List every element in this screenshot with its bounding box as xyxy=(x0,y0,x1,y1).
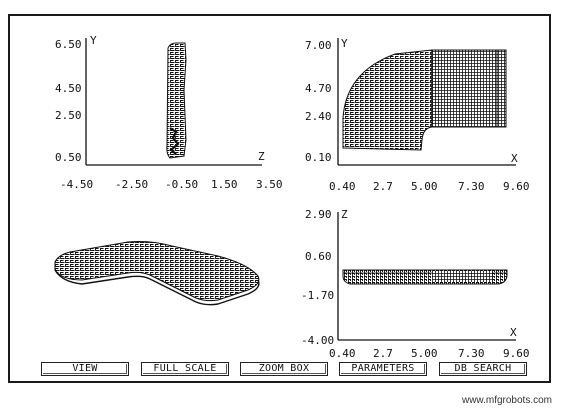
xz-z-tick-label: -4.00 xyxy=(301,334,334,347)
xz-x-tick-label: 7.30 xyxy=(458,347,485,360)
xz-x-tick-label: 5.00 xyxy=(411,347,438,360)
view-button-label: VIEW xyxy=(72,363,98,374)
xz-z-tick-label: -1.70 xyxy=(301,289,334,302)
db-search-button[interactable]: DB SEARCH xyxy=(439,362,527,376)
parameters-button-label: PARAMETERS xyxy=(351,363,415,374)
xz-x-tick-label: 2.7 xyxy=(373,347,393,360)
db-search-button-label: DB SEARCH xyxy=(454,363,512,374)
xy-y-tick-label: 2.40 xyxy=(305,110,332,123)
iso-mesh-top xyxy=(54,241,260,302)
yz-z-tick-label: -0.50 xyxy=(165,178,198,191)
full-scale-button[interactable]: FULL SCALE xyxy=(141,362,229,376)
parameters-button[interactable]: PARAMETERS xyxy=(339,362,427,376)
yz-z-tick-label: 1.50 xyxy=(211,178,238,191)
xy-y-tick-label: 7.00 xyxy=(305,39,332,52)
yz-z-tick-label: 3.50 xyxy=(256,178,283,191)
yz-z-tick-label: -4.50 xyxy=(60,178,93,191)
xz-z-axis-label: Z xyxy=(341,208,348,221)
yz-z-axis-label: Z xyxy=(258,150,265,163)
db-search-button-face xyxy=(441,364,525,374)
full-scale-button-label: FULL SCALE xyxy=(153,363,217,374)
xz-x-tick-label: 9.60 xyxy=(503,347,530,360)
xy-y-axis-label: Y xyxy=(341,37,348,50)
xy-x-axis-label: X xyxy=(511,152,518,165)
yz-z-tick-label: -2.50 xyxy=(115,178,148,191)
parameters-button-face xyxy=(341,364,425,374)
yz-y-tick-label: 4.50 xyxy=(55,82,82,95)
zoom-box-button-face xyxy=(242,364,326,374)
yz-plot: Y Z 6.50 4.50 2.50 0.50 -4.50 -2.50 -0.5… xyxy=(55,34,283,191)
xz-x-axis-label: X xyxy=(510,326,517,339)
full-scale-button-face xyxy=(143,364,227,374)
xy-y-tick-label: 4.70 xyxy=(305,82,332,95)
yz-y-tick-label: 0.50 xyxy=(55,151,82,164)
isometric-view xyxy=(54,241,260,306)
xz-z-tick-label: 0.60 xyxy=(305,250,332,263)
xz-plot: Z X 2.90 0.60 -1.70 -4.00 0.40 2.7 5.00 … xyxy=(301,208,530,360)
xy-y-tick-label: 0.10 xyxy=(305,151,332,164)
xy-x-tick-label: 7.30 xyxy=(458,180,485,193)
xy-x-tick-label: 0.40 xyxy=(329,180,356,193)
yz-y-tick-label: 2.50 xyxy=(55,109,82,122)
zoom-box-button[interactable]: ZOOM BOX xyxy=(240,362,328,376)
xz-z-tick-label: 2.90 xyxy=(305,208,332,221)
yz-y-tick-label: 6.50 xyxy=(55,38,82,51)
xz-x-tick-label: 0.40 xyxy=(329,347,356,360)
xy-plot: Y X 7.00 4.70 2.40 0.10 0.40 2.7 5.00 7.… xyxy=(305,37,530,193)
zoom-box-button-label: ZOOM BOX xyxy=(258,363,310,374)
yz-y-axis-label: Y xyxy=(90,34,97,47)
view-button[interactable]: VIEW xyxy=(41,362,129,376)
xy-x-tick-label: 9.60 xyxy=(503,180,530,193)
xy-x-tick-label: 5.00 xyxy=(411,180,438,193)
watermark-text: www.mfgrobots.com xyxy=(461,395,552,406)
view-button-face xyxy=(43,364,127,374)
xy-x-tick-label: 2.7 xyxy=(373,180,393,193)
